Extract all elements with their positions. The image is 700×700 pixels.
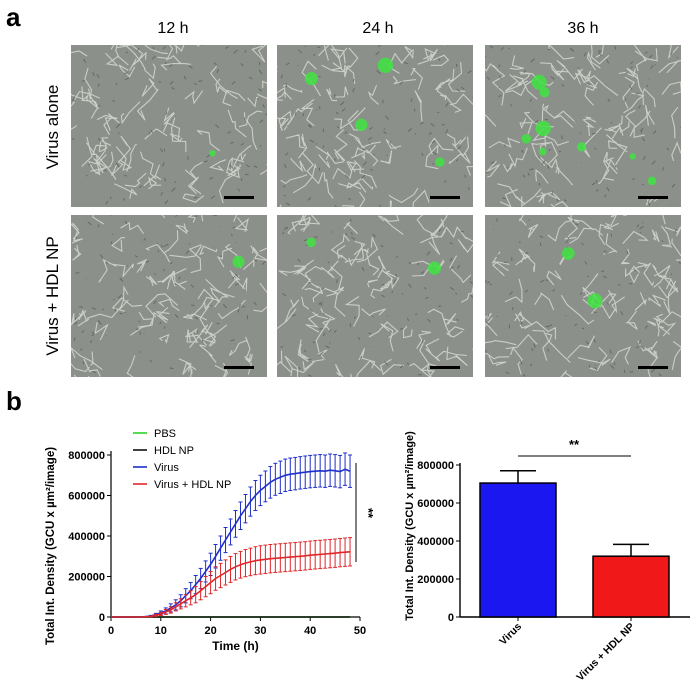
micrograph-image [71,215,267,377]
x-tick-label: 0 [108,625,114,637]
bar-virus-hdl-np: Virus + HDL NP [574,543,670,684]
cell-network-shadow [73,215,266,374]
y-axis-label: Total Int. Density (GCU x µm²/image) [404,431,416,621]
cell-network-shadow [485,45,681,207]
gfp-fluorescent-spot [304,72,318,86]
gfp-fluorescent-spot [629,153,636,160]
y-tick-label: 0 [99,612,105,624]
legend-entry: Virus [154,462,179,474]
cell-network [485,215,681,377]
gfp-fluorescent-spot [521,133,532,144]
gfp-fluorescent-spot [435,157,445,167]
micrograph-image [71,45,267,207]
series-virus-hdl-np [111,537,353,618]
gfp-fluorescent-spot [232,255,245,268]
y-tick-label: 400000 [417,536,454,548]
gfp-fluorescent-spot [427,261,442,275]
scale-bar [224,196,254,199]
gfp-fluorescent-spot [306,237,316,248]
x-tick-label: 50 [354,625,366,637]
column-header-24h: 24 h [362,20,394,37]
x-tick-label: 10 [155,625,167,637]
panel-a-label: a [6,2,21,32]
y-tick-label: 600000 [68,491,105,503]
scale-bar [638,366,668,369]
y-tick-label: 600000 [417,498,454,510]
gfp-fluorescent-spot [535,120,551,137]
cell-network-shadow [485,215,681,377]
cell-network-shadow [71,45,267,205]
bar [479,482,557,618]
cell-network-shadow [280,218,473,377]
gfp-fluorescent-spot [539,87,550,98]
gfp-fluorescent-spot [209,150,216,157]
panel-b-label: b [6,386,22,416]
micrograph-image [485,45,681,207]
y-tick-label: 200000 [68,572,105,584]
y-tick-label: 400000 [68,531,105,543]
significance-marker: ** [569,437,580,452]
gfp-fluorescent-spot [538,147,547,156]
legend-entry: Virus + HDL NP [154,479,231,491]
cell-network [277,215,473,377]
series-line [111,551,351,618]
micrograph-tile [277,215,473,377]
column-header-12h: 12 h [157,20,189,37]
legend-entry: HDL NP [154,445,194,457]
column-header-36h: 36 h [567,20,599,37]
scale-bar [430,366,460,369]
y-tick-label: 0 [448,612,454,624]
x-tick-label: Virus + HDL NP [574,621,637,684]
y-tick-label: 800000 [68,450,105,462]
x-tick-label: 30 [254,625,266,637]
bar-virus: Virus [479,469,557,648]
scale-bar [638,196,668,199]
micrograph-tile [485,45,681,207]
cell-network [71,215,267,377]
bar [592,555,670,618]
gfp-fluorescent-spot [587,293,603,309]
micrograph-tile [485,215,681,377]
micrograph-tile [71,215,267,377]
micrograph-image [277,215,473,377]
gfp-fluorescent-spot [377,57,394,73]
micrograph-image [485,215,681,377]
gfp-fluorescent-spot [561,247,575,260]
gfp-fluorescent-spot [355,118,368,132]
gfp-fluorescent-spot [576,142,587,152]
x-tick-label: 40 [304,625,316,637]
y-axis-label: Total Int. Density (GCU x µm²/image) [45,447,57,645]
cell-network-shadow [280,45,473,207]
x-tick-label: Virus [497,621,524,648]
scale-bar [430,196,460,199]
micrograph-image [277,45,473,207]
cell-network [71,45,267,204]
y-tick-label: 800000 [417,460,454,472]
gfp-fluorescent-spot [647,176,657,186]
gfp-fluorescent-spot [531,74,547,90]
micrograph-tile [277,45,473,207]
micrograph-tile [71,45,267,207]
x-tick-label: 20 [204,625,216,637]
x-axis-label: Time (h) [212,639,258,653]
legend-entry: PBS [154,428,176,440]
cell-network [485,45,681,207]
significance-marker: ** [361,508,376,519]
y-tick-label: 200000 [417,574,454,586]
micrograph-background [71,215,267,377]
micrograph-background [71,45,267,207]
scale-bar [224,366,254,369]
